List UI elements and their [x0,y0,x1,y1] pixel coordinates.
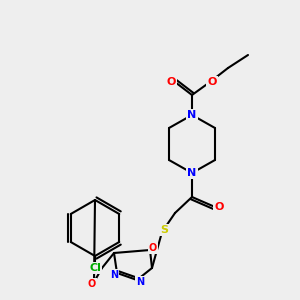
Text: O: O [214,202,224,212]
Text: O: O [88,279,96,289]
Text: O: O [207,77,217,87]
Text: O: O [149,243,157,253]
Text: N: N [188,110,196,120]
Text: O: O [166,77,176,87]
Text: N: N [110,270,118,280]
Text: N: N [136,277,144,287]
Text: S: S [160,225,168,235]
Text: N: N [188,168,196,178]
Text: Cl: Cl [89,263,101,273]
